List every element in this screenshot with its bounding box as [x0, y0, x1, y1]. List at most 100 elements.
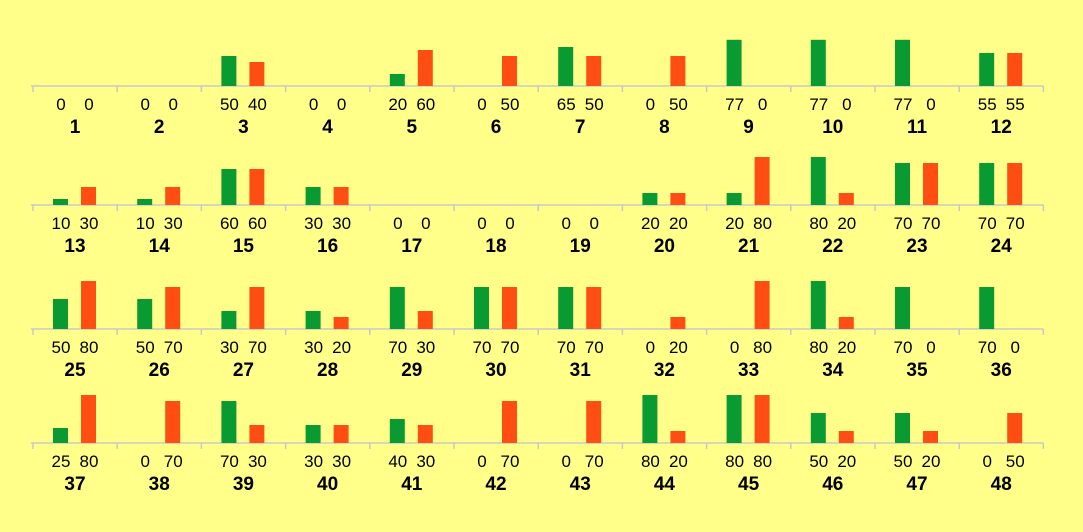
value-label-46-series-2: 20: [837, 452, 856, 471]
bar-8-series-2: [670, 56, 686, 86]
bar-10-series-1: [810, 39, 826, 86]
bar-23-series-1: [895, 163, 910, 205]
value-label-39-series-1: 70: [220, 452, 239, 471]
value-label-15-series-1: 60: [220, 214, 239, 233]
bar-45-series-2: [754, 395, 770, 443]
value-label-12-series-1: 55: [978, 95, 997, 114]
item-number-46: 46: [822, 474, 843, 495]
value-label-42-series-1: 0: [477, 452, 486, 471]
item-number-45: 45: [738, 474, 760, 495]
value-label-19-series-1: 0: [561, 214, 570, 233]
value-label-20-series-1: 20: [641, 214, 660, 233]
bar-14-series-1: [137, 199, 153, 205]
value-label-19-series-2: 0: [589, 214, 598, 233]
item-number-30: 30: [485, 360, 506, 381]
item-number-35: 35: [906, 360, 928, 381]
value-label-20-series-2: 20: [669, 214, 688, 233]
value-label-37-series-2: 80: [80, 452, 99, 471]
value-label-37-series-1: 25: [52, 452, 71, 471]
value-label-45-series-2: 80: [753, 452, 772, 471]
value-label-27-series-2: 70: [248, 338, 267, 357]
bar-34-series-2: [838, 317, 854, 329]
bar-41-series-2: [417, 425, 433, 443]
item-number-9: 9: [743, 117, 754, 138]
bar-45-series-1: [726, 395, 742, 443]
value-label-5-series-1: 20: [388, 95, 407, 114]
value-label-1-series-1: 0: [56, 95, 65, 114]
value-label-9-series-2: 0: [758, 95, 767, 114]
bar-5-series-2: [417, 50, 433, 86]
bar-31-series-1: [558, 287, 574, 329]
value-label-23-series-1: 70: [894, 214, 913, 233]
bar-46-series-2: [838, 431, 854, 443]
item-number-44: 44: [654, 474, 676, 495]
value-label-44-series-1: 80: [641, 452, 660, 471]
value-label-13-series-2: 30: [80, 214, 99, 233]
value-label-14-series-1: 10: [136, 214, 155, 233]
bar-48-series-2: [1007, 413, 1023, 443]
item-number-4: 4: [322, 117, 333, 138]
item-number-22: 22: [822, 236, 843, 257]
value-label-3-series-2: 40: [248, 95, 267, 114]
bar-33-series-2: [754, 281, 770, 329]
value-label-8-series-1: 0: [646, 95, 655, 114]
value-label-36-series-2: 0: [1010, 338, 1019, 357]
item-number-42: 42: [485, 474, 506, 495]
item-number-25: 25: [64, 360, 86, 381]
bar-23-series-2: [923, 163, 938, 205]
value-label-28-series-1: 30: [304, 338, 323, 357]
item-number-37: 37: [64, 474, 85, 495]
value-label-18-series-2: 0: [505, 214, 514, 233]
item-number-11: 11: [907, 117, 928, 138]
item-number-16: 16: [317, 236, 338, 257]
value-label-26-series-2: 70: [164, 338, 183, 357]
value-label-38-series-2: 70: [164, 452, 183, 471]
bar-15-series-2: [249, 169, 265, 205]
value-label-25-series-1: 50: [52, 338, 71, 357]
bar-27-series-2: [249, 287, 265, 329]
bar-29-series-2: [417, 311, 433, 329]
item-number-38: 38: [149, 474, 170, 495]
bar-3-series-2: [249, 62, 265, 86]
value-label-34-series-2: 20: [837, 338, 856, 357]
bar-20-series-2: [670, 193, 686, 205]
value-label-48-series-2: 50: [1006, 452, 1025, 471]
item-number-34: 34: [822, 360, 844, 381]
value-label-7-series-1: 65: [557, 95, 576, 114]
value-label-12-series-2: 55: [1006, 95, 1025, 114]
value-label-46-series-1: 50: [809, 452, 828, 471]
item-number-15: 15: [233, 236, 255, 257]
value-label-21-series-1: 20: [725, 214, 744, 233]
value-label-41-series-2: 30: [416, 452, 435, 471]
value-label-15-series-2: 60: [248, 214, 267, 233]
value-label-44-series-2: 20: [669, 452, 688, 471]
item-number-17: 17: [401, 236, 422, 257]
item-number-33: 33: [738, 360, 759, 381]
value-label-1-series-2: 0: [84, 95, 93, 114]
bar-34-series-1: [810, 281, 826, 329]
value-label-36-series-1: 70: [978, 338, 997, 357]
value-label-38-series-1: 0: [140, 452, 149, 471]
value-label-24-series-1: 70: [978, 214, 997, 233]
bar-41-series-1: [389, 419, 405, 443]
bar-11-series-1: [895, 39, 910, 86]
value-label-22-series-2: 20: [837, 214, 856, 233]
value-label-31-series-2: 70: [585, 338, 604, 357]
bar-7-series-1: [558, 47, 574, 86]
item-number-24: 24: [991, 236, 1013, 257]
item-number-29: 29: [401, 360, 422, 381]
value-label-22-series-1: 80: [809, 214, 828, 233]
value-label-40-series-1: 30: [304, 452, 323, 471]
value-label-9-series-1: 77: [725, 95, 744, 114]
item-number-28: 28: [317, 360, 338, 381]
bar-7-series-2: [586, 56, 602, 86]
item-number-27: 27: [233, 360, 254, 381]
item-number-47: 47: [906, 474, 927, 495]
bar-13-series-1: [53, 199, 68, 205]
value-label-5-series-2: 60: [416, 95, 435, 114]
bar-37-series-2: [81, 395, 96, 443]
bar-22-series-1: [810, 157, 826, 205]
value-label-28-series-2: 20: [332, 338, 351, 357]
bar-12-series-1: [979, 53, 995, 86]
value-label-35-series-2: 0: [926, 338, 935, 357]
